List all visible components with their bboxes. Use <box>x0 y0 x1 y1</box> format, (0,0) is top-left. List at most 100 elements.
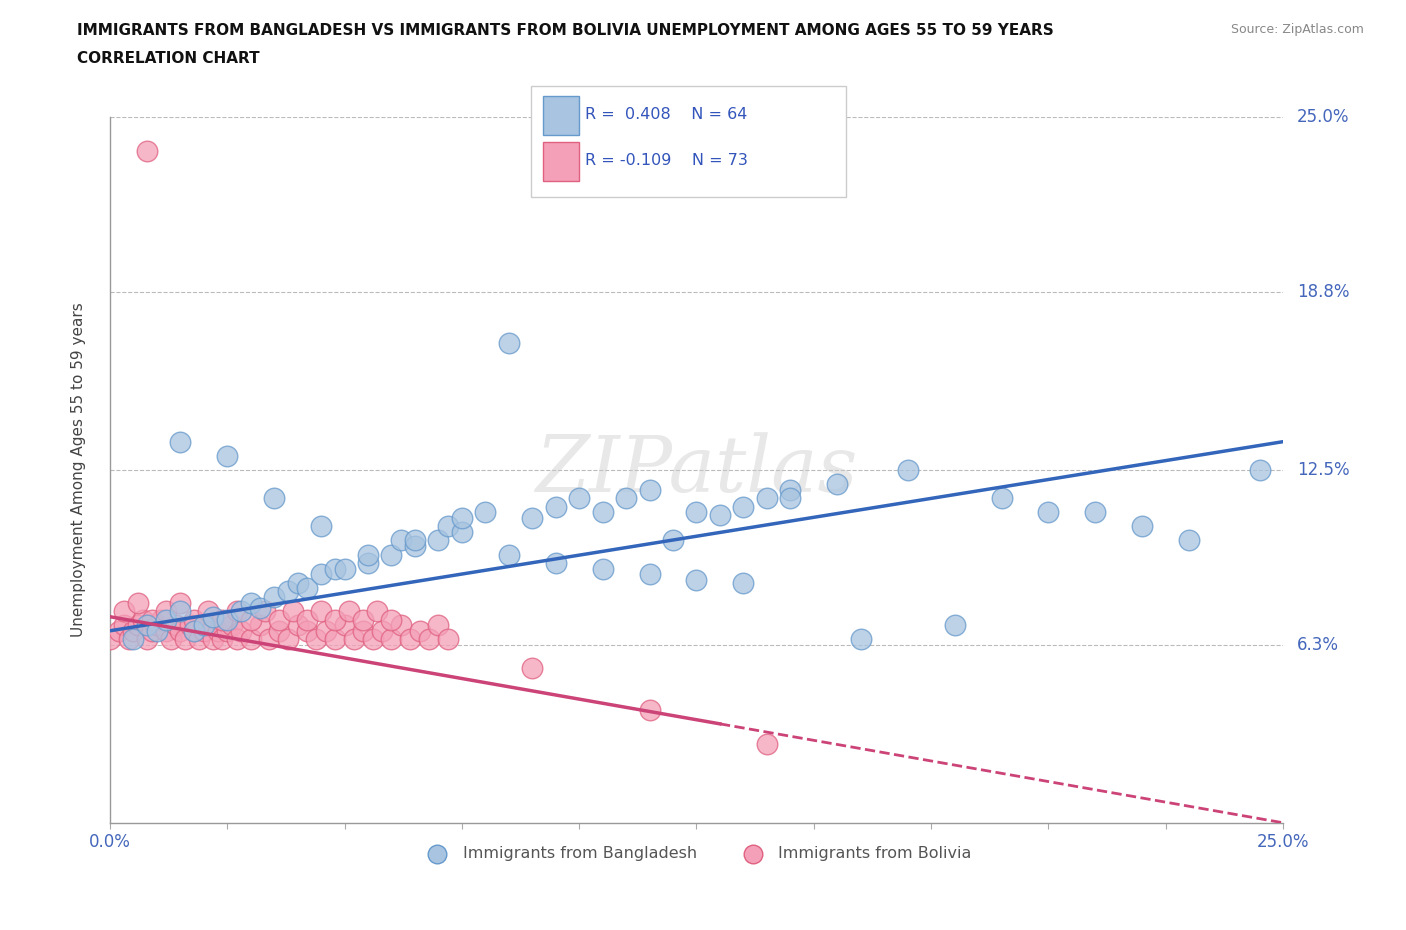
Point <box>1249 462 1271 477</box>
Point <box>1178 533 1201 548</box>
Point <box>249 601 271 616</box>
Text: Source: ZipAtlas.com: Source: ZipAtlas.com <box>1230 23 1364 36</box>
Point <box>136 618 159 632</box>
Legend: Immigrants from Bangladesh, Immigrants from Bolivia: Immigrants from Bangladesh, Immigrants f… <box>415 840 979 868</box>
Point <box>380 612 402 627</box>
Point <box>498 547 520 562</box>
Point <box>380 631 402 646</box>
Point <box>211 631 233 646</box>
Point <box>343 631 366 646</box>
Point <box>188 631 211 646</box>
Point <box>136 143 159 158</box>
Point <box>309 567 332 582</box>
Point <box>450 525 472 539</box>
Point <box>221 618 243 632</box>
Point <box>943 618 966 632</box>
Point <box>108 623 131 638</box>
Point <box>522 511 544 525</box>
Point <box>522 660 544 675</box>
Point <box>827 476 849 491</box>
Point <box>169 595 191 610</box>
Point <box>263 491 285 506</box>
Point <box>193 623 215 638</box>
Point <box>160 631 183 646</box>
Point <box>544 555 567 570</box>
Point <box>352 612 374 627</box>
Point <box>380 547 402 562</box>
Point <box>169 434 191 449</box>
Point <box>179 618 201 632</box>
Point <box>146 618 169 632</box>
Point <box>436 631 458 646</box>
Point <box>638 567 661 582</box>
Point <box>141 612 163 627</box>
Point <box>498 336 520 351</box>
Point <box>155 612 177 627</box>
Point <box>849 631 872 646</box>
Point <box>592 562 614 577</box>
Point <box>315 623 337 638</box>
Point <box>1130 519 1153 534</box>
Point <box>267 623 290 638</box>
Point <box>202 609 225 624</box>
Point <box>990 491 1012 506</box>
Point <box>295 623 318 638</box>
Point <box>733 576 755 591</box>
Point <box>399 631 422 646</box>
Text: R = -0.109    N = 73: R = -0.109 N = 73 <box>585 153 748 168</box>
Point <box>287 576 309 591</box>
Point <box>155 623 177 638</box>
Point <box>361 631 384 646</box>
Point <box>207 623 229 638</box>
Point <box>112 604 135 618</box>
Point <box>155 604 177 618</box>
Point <box>183 623 205 638</box>
Point <box>333 618 356 632</box>
Point <box>544 499 567 514</box>
Point <box>249 618 271 632</box>
Point <box>450 511 472 525</box>
Point <box>295 581 318 596</box>
Point <box>263 590 285 604</box>
Point <box>165 618 187 632</box>
Point <box>371 623 394 638</box>
Point <box>169 623 191 638</box>
Point <box>225 604 247 618</box>
Point <box>474 505 496 520</box>
Point <box>337 604 360 618</box>
Point <box>295 612 318 627</box>
Point <box>127 618 149 632</box>
Point <box>98 631 121 646</box>
Point <box>638 483 661 498</box>
Point <box>202 631 225 646</box>
Point <box>366 604 388 618</box>
Point <box>211 612 233 627</box>
Point <box>897 462 920 477</box>
Point <box>239 631 262 646</box>
Point <box>614 491 637 506</box>
Point <box>281 604 304 618</box>
Point <box>146 623 169 638</box>
Point <box>323 612 346 627</box>
Point <box>117 631 139 646</box>
Point <box>779 491 801 506</box>
Point <box>418 631 440 646</box>
Point <box>568 491 591 506</box>
Point <box>779 483 801 498</box>
Point <box>333 562 356 577</box>
Point <box>1038 505 1060 520</box>
Point <box>427 618 450 632</box>
Point <box>404 533 426 548</box>
Point <box>685 505 707 520</box>
Text: ZIPatlas: ZIPatlas <box>536 432 858 508</box>
Point <box>323 562 346 577</box>
Text: CORRELATION CHART: CORRELATION CHART <box>77 51 260 66</box>
Point <box>352 623 374 638</box>
Point <box>389 618 412 632</box>
Point <box>136 631 159 646</box>
Point <box>122 631 145 646</box>
Point <box>427 533 450 548</box>
Point <box>323 631 346 646</box>
Point <box>217 623 239 638</box>
Text: R =  0.408    N = 64: R = 0.408 N = 64 <box>585 107 747 122</box>
